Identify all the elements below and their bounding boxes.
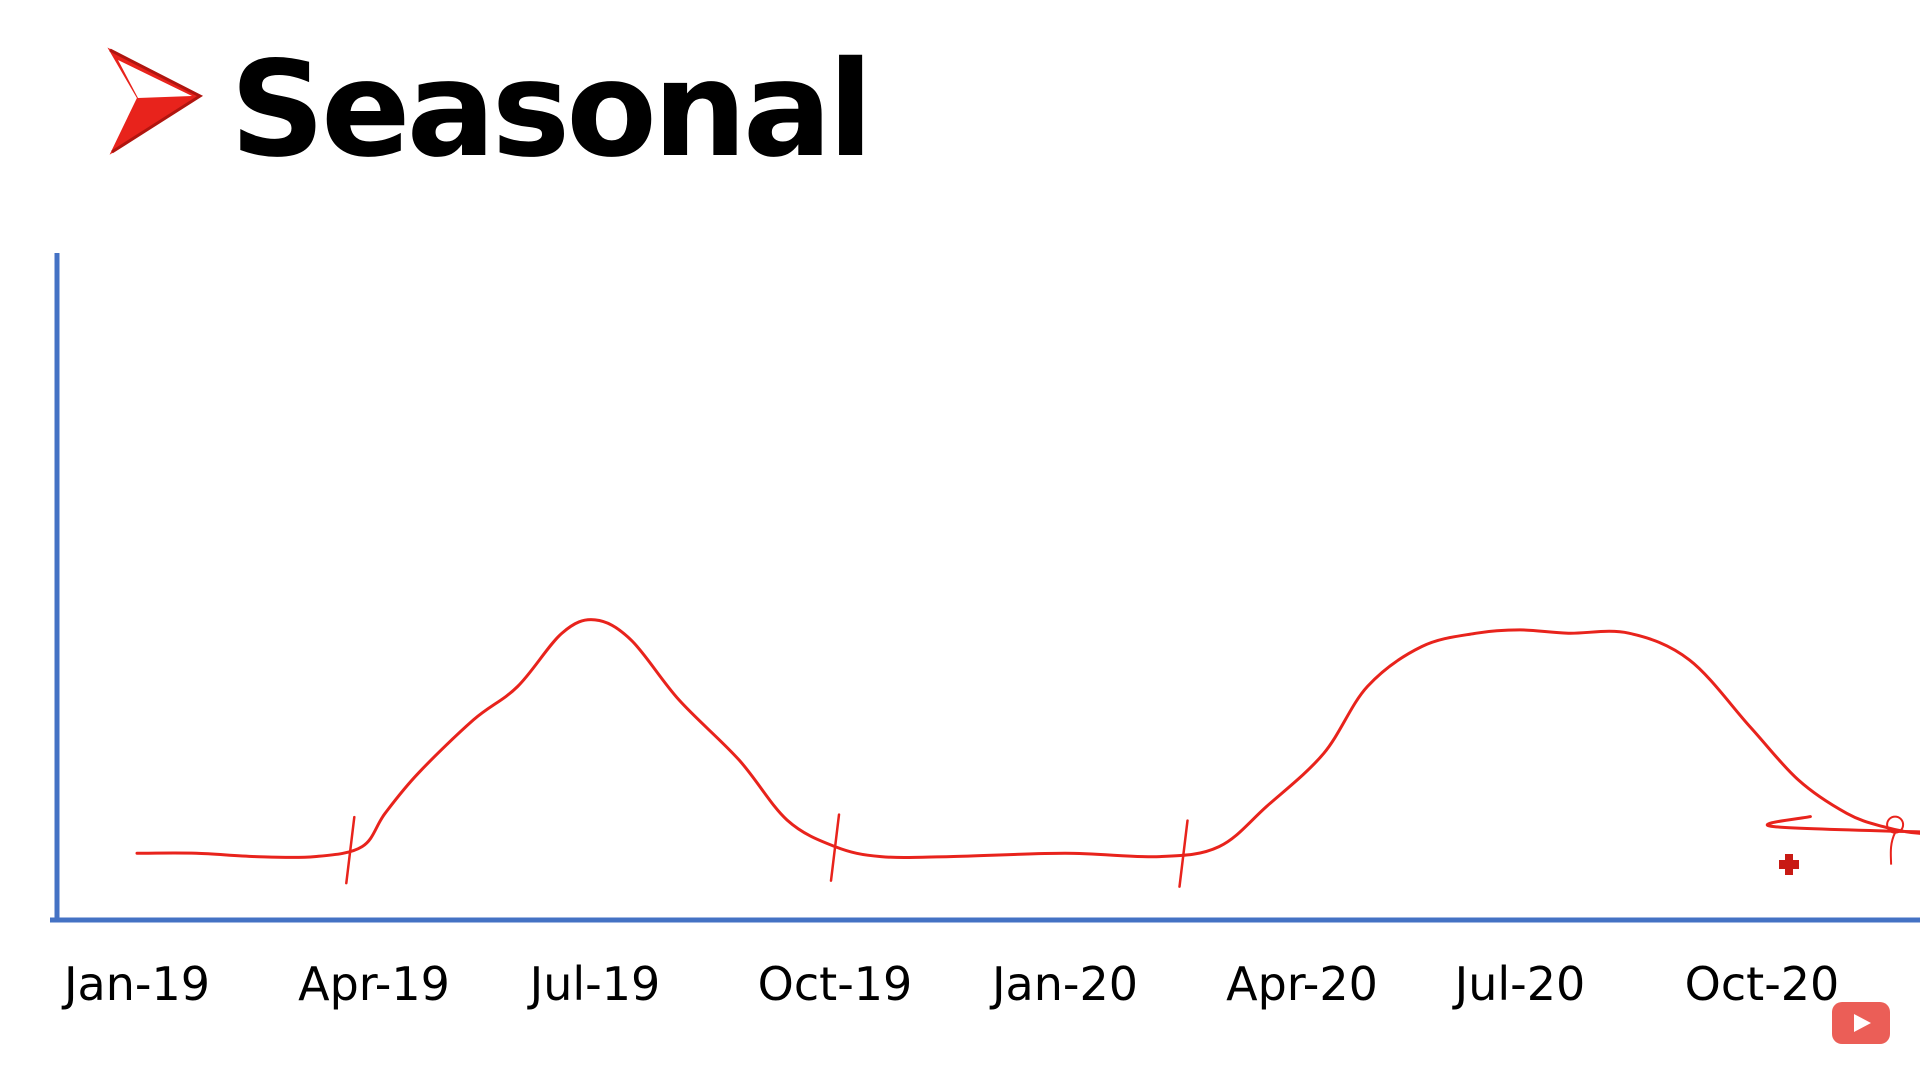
x-tick-label: Jan-20 xyxy=(989,957,1138,1011)
x-tick-label: Jan-19 xyxy=(61,957,210,1011)
x-tick-label: Jul-20 xyxy=(1452,957,1586,1011)
series-line xyxy=(135,618,1920,860)
page-title: Seasonal xyxy=(230,33,873,187)
pen-stroke xyxy=(1889,832,1897,865)
youtube-logo-icon[interactable] xyxy=(1832,1002,1890,1044)
red-arrowhead-icon xyxy=(107,47,204,155)
x-tick-label: Jul-19 xyxy=(527,957,661,1011)
x-tick-label: Oct-19 xyxy=(758,957,913,1011)
x-tick-label: Apr-20 xyxy=(1226,957,1378,1011)
pen-cursor-icon xyxy=(1779,854,1799,875)
x-tick-label: Apr-19 xyxy=(298,957,450,1011)
hand-drawn-annotations xyxy=(345,813,1905,888)
tick-mark xyxy=(1178,819,1189,888)
x-tick-labels: Jan-19 Apr-19 Jul-19 Oct-19 Jan-20 Apr-20 Jul-… xyxy=(61,957,1839,1011)
x-tick-label: Oct-20 xyxy=(1685,957,1840,1011)
